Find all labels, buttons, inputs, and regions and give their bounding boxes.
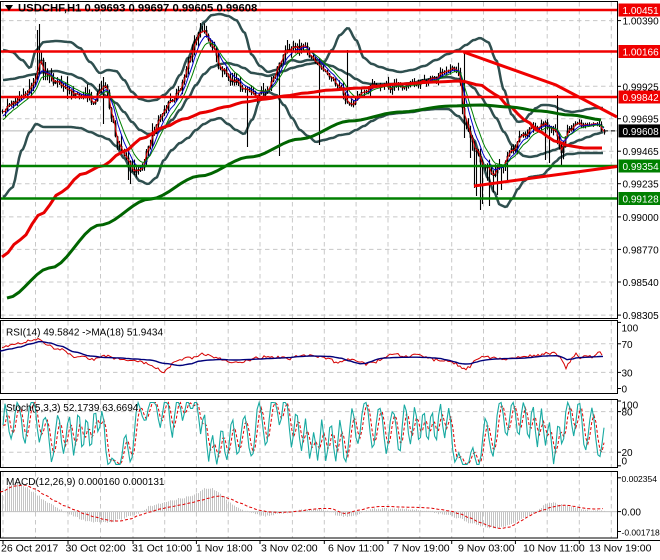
svg-text:31 Oct 10:00: 31 Oct 10:00 (132, 543, 192, 555)
svg-text:0.99000: 0.99000 (623, 213, 660, 224)
svg-text:1 Nov 18:00: 1 Nov 18:00 (196, 543, 253, 555)
svg-text:0.98305: 0.98305 (623, 311, 660, 322)
svg-text:0.99465: 0.99465 (623, 147, 660, 158)
svg-text:0.99354: 0.99354 (623, 162, 660, 173)
svg-text:0.002354: 0.002354 (622, 474, 658, 484)
svg-text:0.99608: 0.99608 (623, 127, 660, 138)
svg-text:1.00166: 1.00166 (623, 48, 660, 59)
svg-text:Stoch(5,3,3) 52.1739 63.6694: Stoch(5,3,3) 52.1739 63.6694 (6, 403, 139, 414)
svg-text:0: 0 (622, 457, 628, 468)
svg-text:9 Nov 03:00: 9 Nov 03:00 (458, 543, 515, 555)
svg-text:10 Nov 11:00: 10 Nov 11:00 (523, 543, 585, 555)
svg-text:0: 0 (622, 385, 628, 396)
svg-text:70: 70 (622, 340, 634, 351)
svg-text:0.00: 0.00 (622, 508, 642, 519)
svg-text:3 Nov 02:00: 3 Nov 02:00 (261, 543, 318, 555)
svg-text:30: 30 (622, 368, 634, 379)
svg-text:1.00451: 1.00451 (623, 6, 660, 17)
svg-text:0.98540: 0.98540 (623, 278, 660, 289)
svg-text:30 Oct 02:00: 30 Oct 02:00 (66, 543, 126, 555)
svg-text:0.99128: 0.99128 (623, 195, 660, 206)
svg-text:USDCHF,H1 0.99693 0.99697 0.9: USDCHF,H1 0.99693 0.99697 0.99605 0.9960… (18, 3, 257, 15)
svg-text:7 Nov 19:00: 7 Nov 19:00 (393, 543, 450, 555)
svg-text:MACD(12,26,9) 0.000160 0.00013: MACD(12,26,9) 0.000160 0.000131 (6, 477, 165, 488)
svg-text:100: 100 (622, 324, 639, 335)
svg-text:100: 100 (622, 400, 639, 411)
svg-text:20: 20 (622, 448, 634, 459)
svg-text:0.98770: 0.98770 (623, 245, 660, 256)
svg-text:0.99842: 0.99842 (623, 93, 660, 104)
svg-text:-0.001718: -0.001718 (622, 528, 660, 538)
svg-text:26 Oct 2017: 26 Oct 2017 (1, 543, 58, 555)
svg-text:0.99925: 0.99925 (623, 82, 660, 93)
svg-text:0.99235: 0.99235 (623, 180, 660, 191)
svg-text:1.00390: 1.00390 (623, 17, 660, 28)
svg-text:RSI(14) 49.5842 ->MA(18) 51.9: RSI(14) 49.5842 ->MA(18) 51.9434 (6, 328, 163, 339)
svg-text:80: 80 (622, 408, 634, 419)
svg-text:13 Nov 19:00: 13 Nov 19:00 (589, 543, 652, 555)
svg-text:0.99695: 0.99695 (623, 115, 660, 126)
svg-text:6 Nov 11:00: 6 Nov 11:00 (328, 543, 384, 555)
